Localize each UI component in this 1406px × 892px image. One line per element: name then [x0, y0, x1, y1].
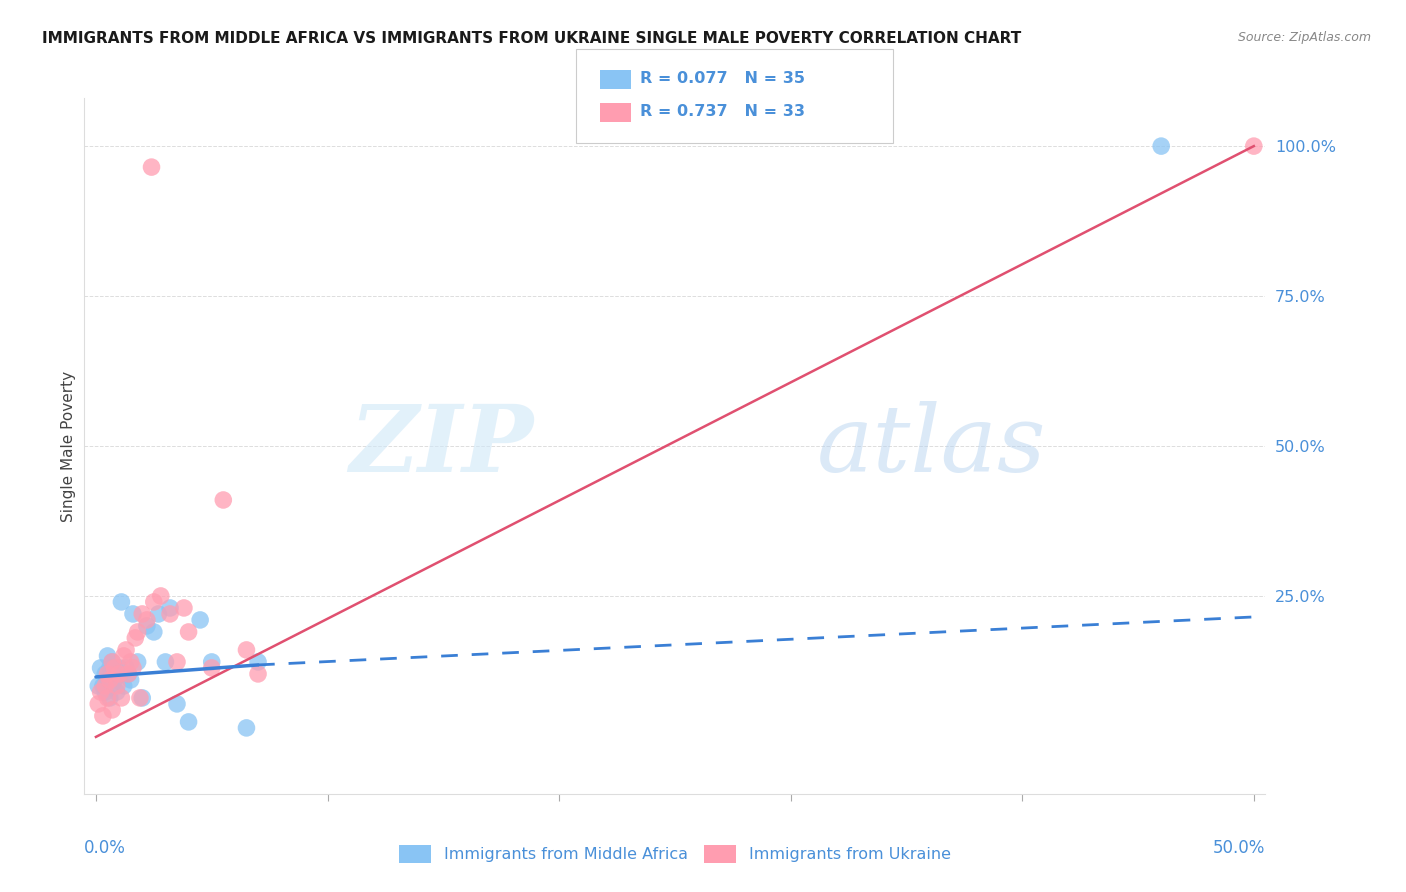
Text: R = 0.077   N = 35: R = 0.077 N = 35 [640, 71, 804, 86]
Point [96, 667, 118, 681]
Point [201, 661, 224, 675]
Point [166, 697, 188, 711]
Point [142, 595, 165, 609]
Point [120, 673, 142, 687]
Point [129, 690, 152, 705]
Point [94, 685, 117, 699]
Point [177, 714, 200, 729]
Text: IMMIGRANTS FROM MIDDLE AFRICA VS IMMIGRANTS FROM UKRAINE SINGLE MALE POVERTY COR: IMMIGRANTS FROM MIDDLE AFRICA VS IMMIGRA… [42, 31, 1021, 46]
Point [91, 679, 114, 693]
Point [105, 685, 128, 699]
Point [90, 661, 112, 675]
Point [1150, 139, 1173, 153]
Point [94, 667, 117, 681]
Point [98, 661, 121, 675]
Point [235, 643, 257, 657]
Text: atlas: atlas [817, 401, 1046, 491]
Point [98, 690, 121, 705]
Point [103, 661, 125, 675]
Point [135, 613, 157, 627]
Point [127, 624, 149, 639]
Point [135, 619, 157, 633]
Point [188, 613, 211, 627]
Point [101, 679, 124, 693]
Point [101, 655, 124, 669]
Point [120, 655, 142, 669]
Point [105, 679, 128, 693]
Point [110, 595, 132, 609]
Point [101, 655, 124, 669]
Point [115, 661, 138, 675]
Point [96, 648, 118, 663]
Point [1243, 139, 1265, 153]
Point [91, 709, 114, 723]
Point [122, 607, 145, 621]
Point [127, 655, 149, 669]
Legend: Immigrants from Middle Africa, Immigrants from Ukraine: Immigrants from Middle Africa, Immigrant… [392, 838, 957, 870]
Point [103, 667, 125, 681]
Point [98, 673, 121, 687]
Point [201, 655, 224, 669]
Point [96, 690, 118, 705]
Text: 50.0%: 50.0% [1213, 839, 1265, 857]
Point [247, 655, 270, 669]
Point [159, 607, 181, 621]
Point [108, 661, 131, 675]
Point [131, 690, 153, 705]
Point [117, 667, 139, 681]
Point [87, 679, 110, 693]
Point [173, 601, 195, 615]
Point [108, 667, 131, 681]
Point [96, 673, 118, 687]
Point [124, 631, 146, 645]
Point [212, 493, 235, 508]
Text: ZIP: ZIP [349, 401, 533, 491]
Point [94, 679, 117, 693]
Text: 0.0%: 0.0% [84, 839, 127, 857]
Point [166, 655, 188, 669]
Point [90, 685, 112, 699]
Point [117, 667, 139, 681]
Point [177, 624, 200, 639]
Point [101, 703, 124, 717]
Point [131, 607, 153, 621]
Point [115, 643, 138, 657]
Y-axis label: Single Male Poverty: Single Male Poverty [60, 370, 76, 522]
Point [122, 661, 145, 675]
Point [148, 607, 170, 621]
Text: Source: ZipAtlas.com: Source: ZipAtlas.com [1237, 31, 1371, 45]
Point [142, 624, 165, 639]
Point [159, 601, 181, 615]
Point [149, 589, 172, 603]
Point [247, 667, 270, 681]
Point [112, 679, 135, 693]
Text: R = 0.737   N = 33: R = 0.737 N = 33 [640, 104, 804, 119]
Point [87, 697, 110, 711]
Point [112, 648, 135, 663]
Point [103, 673, 125, 687]
Point [108, 667, 131, 681]
Point [141, 160, 163, 174]
Point [235, 721, 257, 735]
Point [155, 655, 177, 669]
Point [110, 690, 132, 705]
